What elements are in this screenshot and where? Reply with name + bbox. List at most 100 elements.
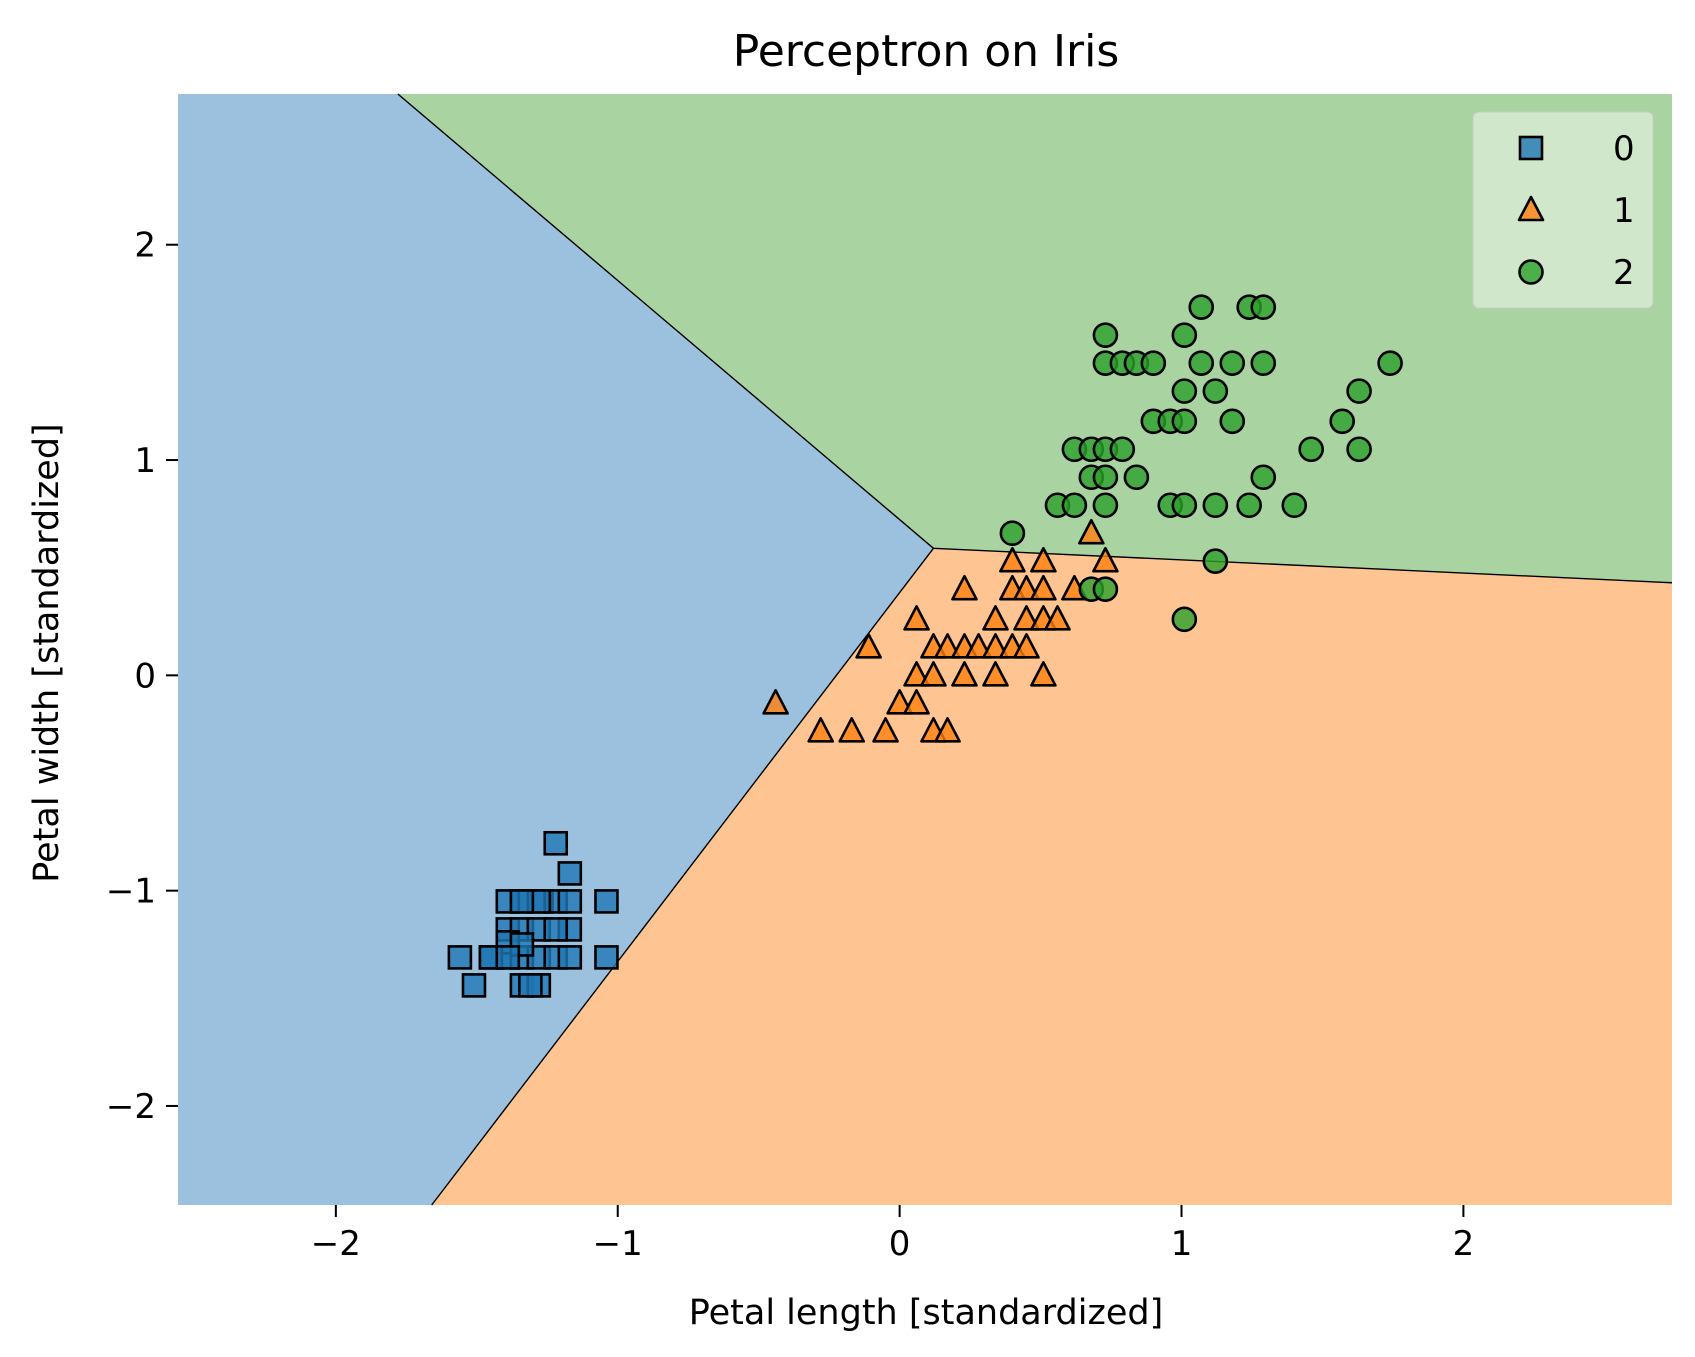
point-class-1 [762,689,789,715]
point-class-2 [1092,576,1119,603]
point-class-2 [1202,378,1229,404]
decision-boundary-2 [933,547,1673,584]
point-class-1 [1013,633,1040,659]
point-class-1 [1078,518,1105,545]
point-class-1 [920,661,947,687]
point-class-2 [1236,492,1262,519]
y-tick-label: 1 [134,441,156,481]
point-class-2 [1188,294,1215,320]
point-class-2 [1219,350,1246,376]
point-class-2 [1377,350,1403,376]
point-class-1 [999,546,1026,573]
point-class-1 [934,633,961,659]
point-class-2 [1092,322,1119,348]
plot-area [178,93,1673,1206]
point-class-2 [1298,436,1324,463]
legend-label-2: 2 [1613,253,1635,293]
x-tick-label: 0 [889,1224,911,1264]
point-class-2 [1250,464,1277,491]
decision-boundaries [397,93,1673,1206]
point-class-1 [1092,546,1119,573]
point-class-0 [594,889,619,914]
legend-label-1: 1 [1613,191,1635,231]
legend-marker-2 [1518,259,1544,285]
y-tick-label: 0 [134,656,156,696]
point-class-0 [447,945,473,970]
point-class-1 [951,574,978,601]
point-class-1 [1013,574,1040,601]
point-class-1 [1030,546,1057,573]
point-class-1 [1030,574,1057,601]
point-class-0 [557,889,583,914]
legend-marker-0 [1518,135,1544,161]
point-class-1 [886,689,913,715]
data-points [447,294,1403,998]
point-class-2 [1188,350,1215,376]
x-tick-label: 1 [1171,1224,1193,1264]
point-class-1 [903,689,930,715]
point-class-1 [903,661,930,687]
point-class-1 [982,633,1009,659]
point-class-2 [1171,322,1198,348]
x-axis: −2 −1 0 1 2 [311,1205,1475,1264]
point-class-2 [999,520,1026,547]
point-class-0 [557,861,583,886]
point-class-0 [594,945,619,970]
x-tick-label: −2 [311,1224,361,1264]
point-class-0 [557,945,583,970]
point-class-2 [1171,606,1198,633]
point-class-2 [1092,464,1119,491]
point-class-1 [855,633,882,659]
point-class-2 [1140,350,1167,376]
y-tick-label: −1 [106,872,156,912]
x-tick-label: −1 [593,1224,643,1264]
point-class-2 [1092,492,1119,519]
point-class-1 [951,661,978,687]
point-class-1 [838,717,866,743]
point-class-1 [1044,605,1071,631]
y-tick-label: −2 [106,1087,156,1127]
x-axis-label: Petal length [standardized] [689,1293,1164,1333]
point-class-0 [518,973,543,998]
legend-box [1472,111,1654,309]
point-class-2 [1123,464,1150,491]
legend-marker-1 [1517,195,1545,222]
point-class-1 [903,605,930,631]
point-class-1 [934,717,961,743]
chart-title: Perceptron on Iris [733,26,1120,77]
point-class-0 [461,973,487,998]
point-class-2 [1061,492,1088,519]
point-class-1 [982,605,1009,631]
point-class-2 [1202,548,1229,575]
point-class-2 [1171,378,1198,404]
point-class-0 [495,945,521,970]
point-class-2 [1250,294,1277,320]
point-class-2 [1250,350,1277,376]
decision-region-1 [431,548,1672,1205]
point-class-2 [1219,408,1246,435]
y-axis-label: Petal width [standardized] [27,423,67,882]
legend-label-0: 0 [1613,129,1635,169]
point-class-2 [1171,408,1198,435]
decision-boundary-1 [431,547,935,1206]
point-class-1 [1030,661,1057,687]
point-class-1 [872,717,899,743]
point-class-0 [543,917,569,942]
point-class-1 [1013,605,1040,631]
point-class-1 [982,661,1009,687]
point-class-2 [1109,436,1136,463]
point-class-2 [1281,492,1308,519]
point-class-2 [1346,436,1372,463]
point-class-0 [543,830,569,856]
point-class-2 [1171,492,1198,519]
legend: 0 1 2 [1472,111,1654,309]
x-tick-label: 2 [1453,1224,1475,1264]
y-tick-label: 2 [134,226,156,266]
point-class-2 [1346,378,1372,404]
decision-region-0 [178,94,934,1205]
point-class-2 [1202,492,1229,519]
decision-boundary-0 [397,93,934,549]
point-class-0 [509,889,535,914]
point-class-1 [807,717,835,743]
